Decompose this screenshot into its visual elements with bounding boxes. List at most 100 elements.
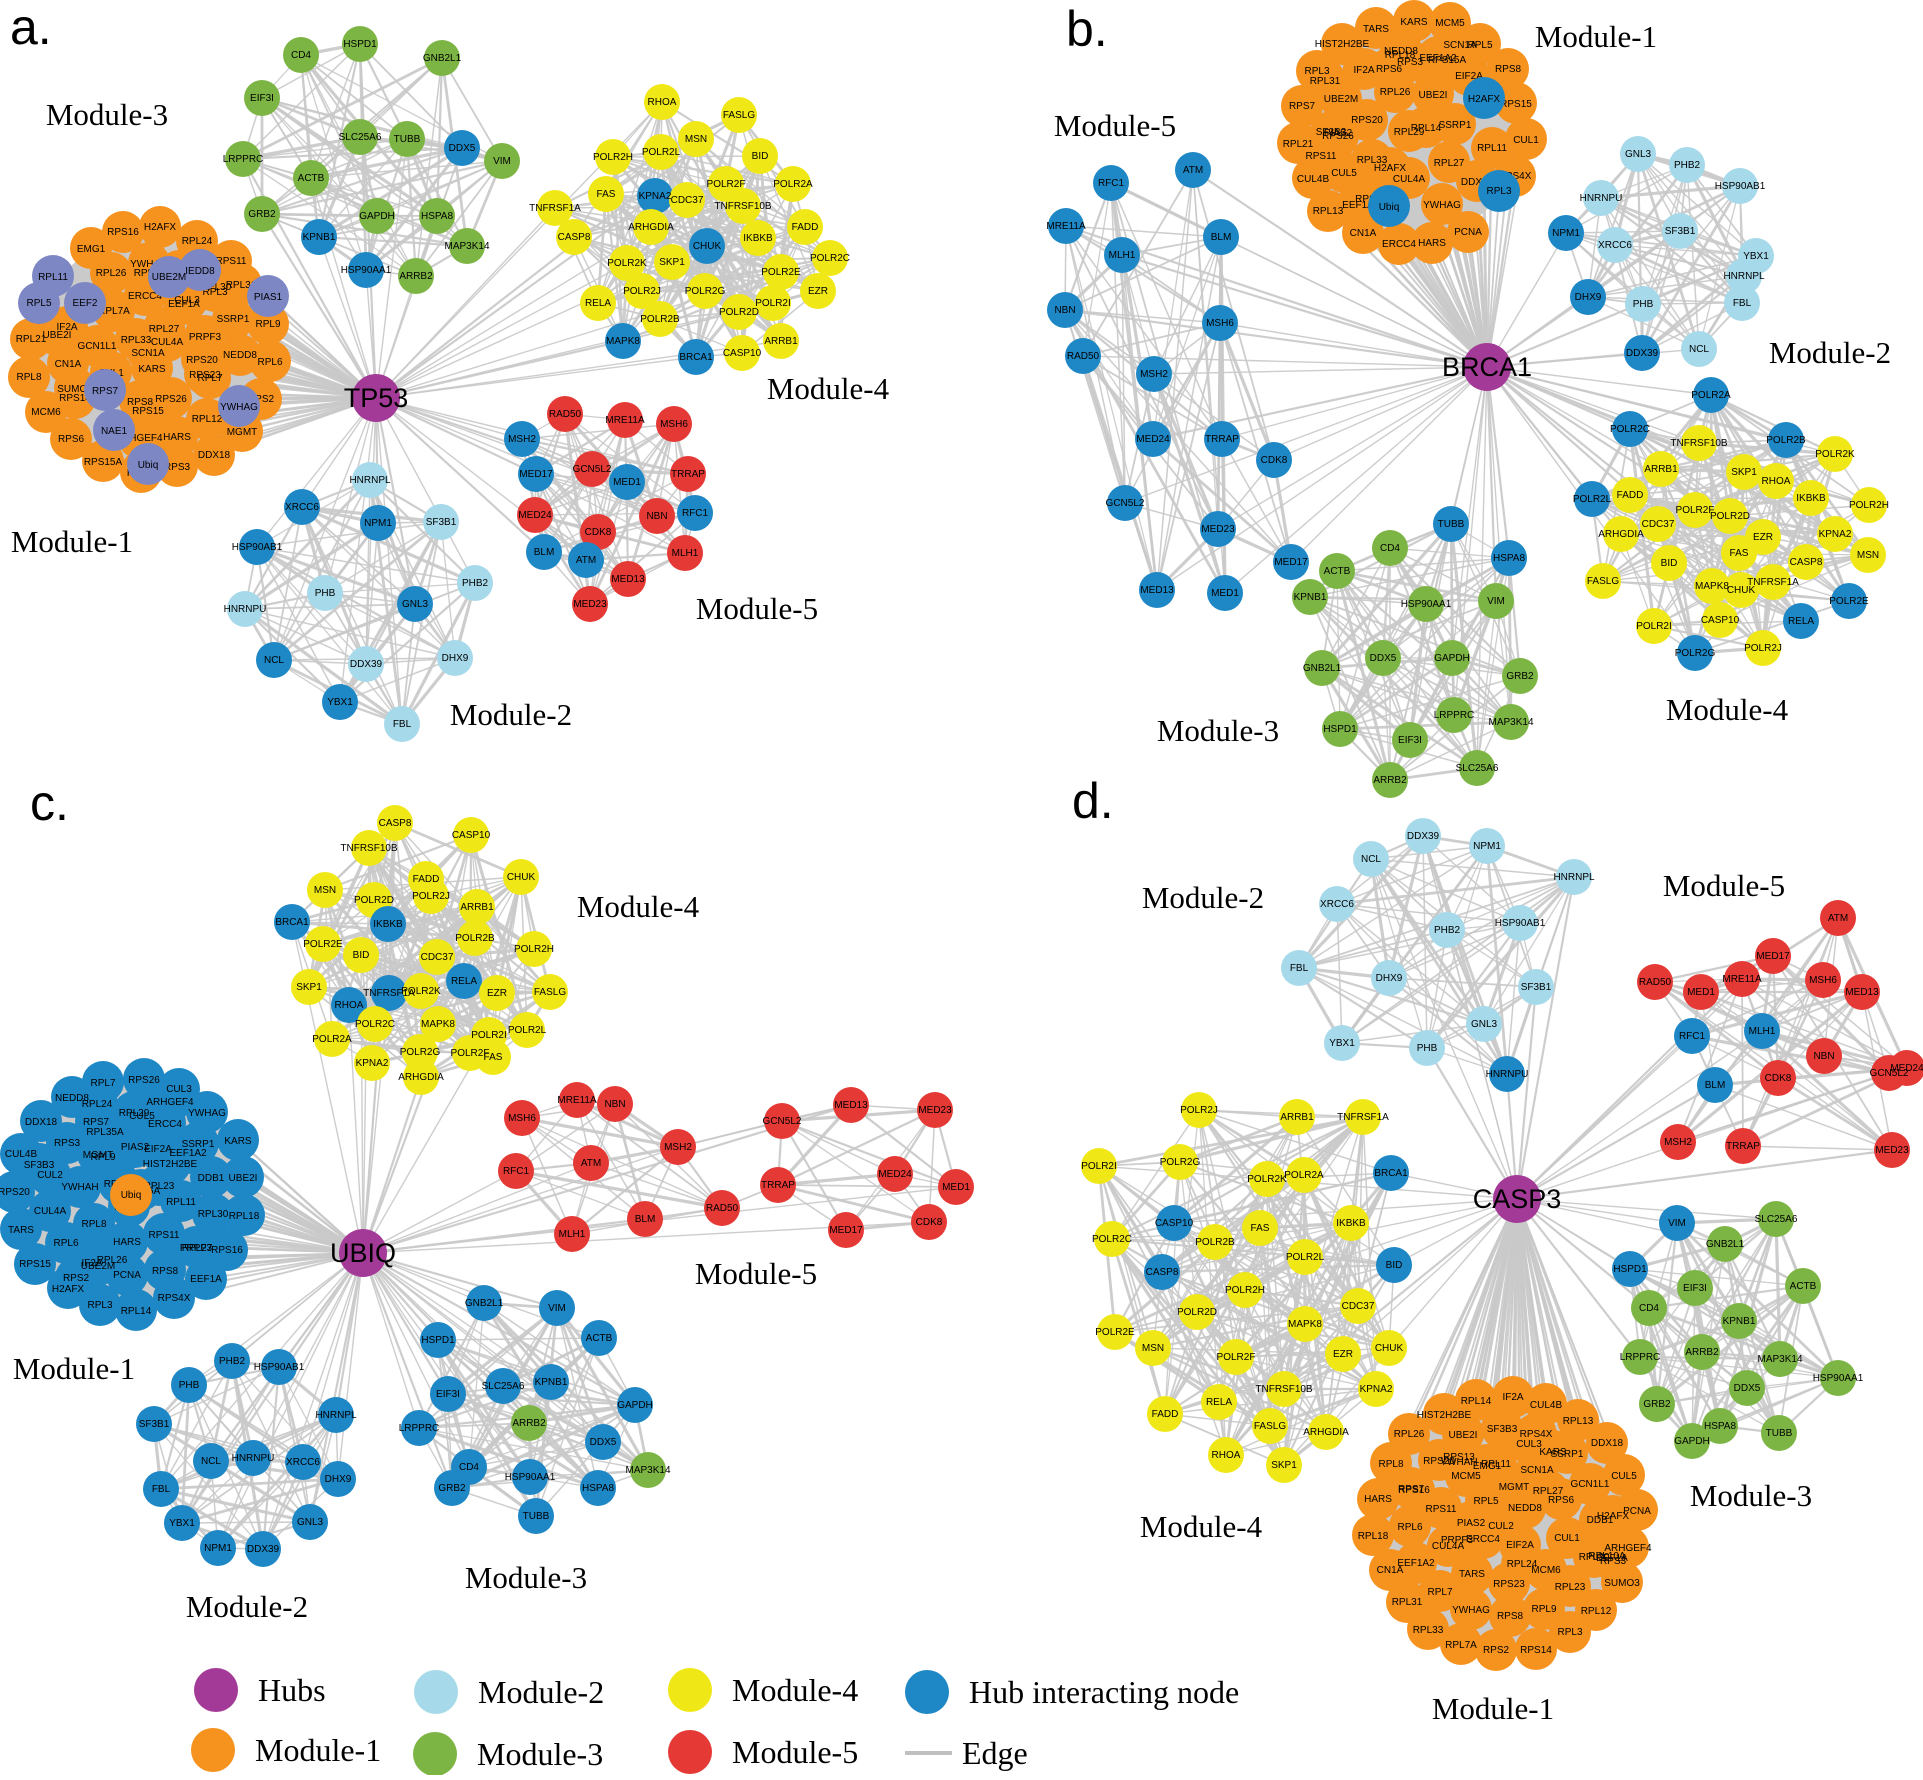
svg-text:CUL1: CUL1 xyxy=(1554,1533,1580,1544)
svg-text:RPL14: RPL14 xyxy=(121,1306,152,1317)
svg-text:GCN1L1: GCN1L1 xyxy=(78,341,117,352)
svg-text:RPL3: RPL3 xyxy=(1304,66,1329,77)
svg-text:Module-4: Module-4 xyxy=(767,371,890,406)
svg-text:DDX39: DDX39 xyxy=(1626,348,1659,359)
svg-text:RPS20: RPS20 xyxy=(186,355,218,366)
svg-text:c.: c. xyxy=(30,775,69,831)
svg-text:FAS: FAS xyxy=(1251,1223,1270,1234)
svg-text:RPS2: RPS2 xyxy=(1483,1645,1510,1656)
svg-text:MAPK8: MAPK8 xyxy=(421,1019,455,1030)
svg-text:XRCC6: XRCC6 xyxy=(1598,240,1632,251)
svg-text:RPS4X: RPS4X xyxy=(1499,171,1532,182)
svg-text:POLR2C: POLR2C xyxy=(355,1019,395,1030)
svg-text:POLR2E: POLR2E xyxy=(1095,1327,1135,1338)
svg-text:ATM: ATM xyxy=(1183,165,1203,176)
svg-text:POLR2C: POLR2C xyxy=(810,253,850,264)
svg-text:SF3B1: SF3B1 xyxy=(1665,226,1696,237)
svg-text:EZR: EZR xyxy=(1753,532,1773,543)
svg-text:PHB: PHB xyxy=(1417,1043,1438,1054)
svg-text:RPS3: RPS3 xyxy=(1397,57,1424,68)
svg-text:HARS: HARS xyxy=(1418,238,1446,249)
svg-text:BID: BID xyxy=(353,950,370,961)
svg-text:MSN: MSN xyxy=(1857,550,1879,561)
svg-text:PRPF3: PRPF3 xyxy=(189,332,222,343)
svg-text:BLM: BLM xyxy=(534,547,555,558)
svg-text:POLR2J: POLR2J xyxy=(1180,1105,1218,1116)
svg-text:POLR2B: POLR2B xyxy=(1195,1237,1235,1248)
svg-text:KPNB1: KPNB1 xyxy=(303,232,336,243)
svg-text:CUL3: CUL3 xyxy=(166,1084,192,1095)
svg-text:POLR2H: POLR2H xyxy=(593,152,633,163)
svg-text:MAP3K14: MAP3K14 xyxy=(1757,1354,1802,1365)
svg-text:RPS11: RPS11 xyxy=(1306,151,1337,162)
svg-text:ERCC4: ERCC4 xyxy=(1382,239,1416,250)
svg-text:RPL33: RPL33 xyxy=(121,335,152,346)
svg-text:FBL: FBL xyxy=(1733,298,1752,309)
svg-text:ACTB: ACTB xyxy=(586,1333,613,1344)
svg-text:BLM: BLM xyxy=(1211,232,1232,243)
svg-text:HNRNPU: HNRNPU xyxy=(1486,1069,1529,1080)
svg-text:GCN5L2: GCN5L2 xyxy=(573,464,612,475)
svg-text:HSP90AA1: HSP90AA1 xyxy=(341,265,392,276)
svg-text:EIF3I: EIF3I xyxy=(1683,1283,1707,1294)
svg-text:ARHGEF4: ARHGEF4 xyxy=(1604,1543,1652,1554)
svg-text:RPS16: RPS16 xyxy=(107,227,139,238)
svg-text:EIF2A: EIF2A xyxy=(1455,71,1483,82)
svg-text:BRCA1: BRCA1 xyxy=(1442,352,1532,382)
svg-text:EEF1A: EEF1A xyxy=(1342,200,1374,211)
svg-text:RPS20: RPS20 xyxy=(0,1187,30,1198)
svg-text:DDX39: DDX39 xyxy=(247,1544,280,1555)
svg-text:GNL3: GNL3 xyxy=(402,599,429,610)
svg-text:MLH1: MLH1 xyxy=(1749,1026,1776,1037)
svg-text:FASLG: FASLG xyxy=(534,987,566,998)
svg-text:POLR2K: POLR2K xyxy=(1815,449,1855,460)
svg-text:RELA: RELA xyxy=(1788,616,1814,627)
svg-text:EEF2: EEF2 xyxy=(72,298,97,309)
svg-text:RPS6: RPS6 xyxy=(1548,1495,1575,1506)
svg-text:CASP8: CASP8 xyxy=(1790,557,1823,568)
svg-text:MRE11A: MRE11A xyxy=(605,415,645,426)
svg-text:GCN5L2: GCN5L2 xyxy=(1870,1068,1909,1079)
svg-text:HSPA8: HSPA8 xyxy=(582,1483,614,1494)
svg-text:TNFRSF10B: TNFRSF10B xyxy=(1255,1384,1313,1395)
svg-text:HIST2H2BE: HIST2H2BE xyxy=(1315,39,1370,50)
svg-text:IKBKB: IKBKB xyxy=(1336,1218,1366,1229)
svg-text:CDK8: CDK8 xyxy=(1261,455,1288,466)
svg-text:RPS15: RPS15 xyxy=(19,1259,51,1270)
svg-text:PIAS2: PIAS2 xyxy=(1324,128,1353,139)
svg-text:HSPA8: HSPA8 xyxy=(1704,1421,1736,1432)
svg-text:Module-4: Module-4 xyxy=(732,1672,858,1708)
svg-text:HSPD1: HSPD1 xyxy=(1323,724,1357,735)
svg-text:RPL27: RPL27 xyxy=(182,1243,213,1254)
svg-text:Module-3: Module-3 xyxy=(46,97,168,132)
svg-text:PHB: PHB xyxy=(179,1380,200,1391)
svg-text:MED13: MED13 xyxy=(834,1100,868,1111)
svg-text:CD4: CD4 xyxy=(291,50,311,61)
svg-text:Module-3: Module-3 xyxy=(477,1736,603,1772)
svg-text:DDX18: DDX18 xyxy=(1591,1438,1624,1449)
svg-text:POLR2I: POLR2I xyxy=(755,298,791,309)
svg-text:RPL18: RPL18 xyxy=(1385,50,1416,61)
svg-text:ARRB1: ARRB1 xyxy=(1644,464,1678,475)
svg-text:FBL: FBL xyxy=(393,719,412,730)
svg-text:RAD50: RAD50 xyxy=(549,409,582,420)
svg-text:POLR2G: POLR2G xyxy=(1160,1157,1201,1168)
svg-text:TRRAP: TRRAP xyxy=(671,469,705,480)
svg-text:CUL2: CUL2 xyxy=(1488,1521,1514,1532)
svg-text:RPS4X: RPS4X xyxy=(158,1293,191,1304)
svg-text:Module-5: Module-5 xyxy=(1663,868,1785,903)
svg-text:RPS15: RPS15 xyxy=(1500,99,1532,110)
svg-text:MSN: MSN xyxy=(314,885,336,896)
svg-text:NCL: NCL xyxy=(1361,854,1381,865)
svg-text:CDK8: CDK8 xyxy=(1765,1073,1792,1084)
svg-text:GCN5L2: GCN5L2 xyxy=(763,1116,802,1127)
svg-text:CN1A: CN1A xyxy=(55,359,82,370)
svg-text:POLR2K: POLR2K xyxy=(1247,1174,1287,1185)
svg-text:RPS4X: RPS4X xyxy=(1520,1429,1553,1440)
svg-text:POLR2I: POLR2I xyxy=(1081,1161,1117,1172)
svg-text:FADD: FADD xyxy=(413,874,440,885)
svg-text:TNFRSF1A: TNFRSF1A xyxy=(363,988,415,999)
svg-text:DHX9: DHX9 xyxy=(325,1474,352,1485)
svg-text:SUMO3: SUMO3 xyxy=(1604,1578,1640,1589)
svg-text:Module-1: Module-1 xyxy=(1432,1691,1554,1726)
